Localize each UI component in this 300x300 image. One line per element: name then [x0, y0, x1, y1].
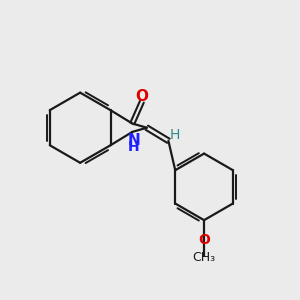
- Text: H: H: [128, 140, 140, 154]
- Text: O: O: [198, 233, 210, 247]
- Text: O: O: [135, 89, 148, 104]
- Text: N: N: [128, 133, 140, 148]
- Text: CH₃: CH₃: [193, 251, 216, 264]
- Text: H: H: [170, 128, 180, 142]
